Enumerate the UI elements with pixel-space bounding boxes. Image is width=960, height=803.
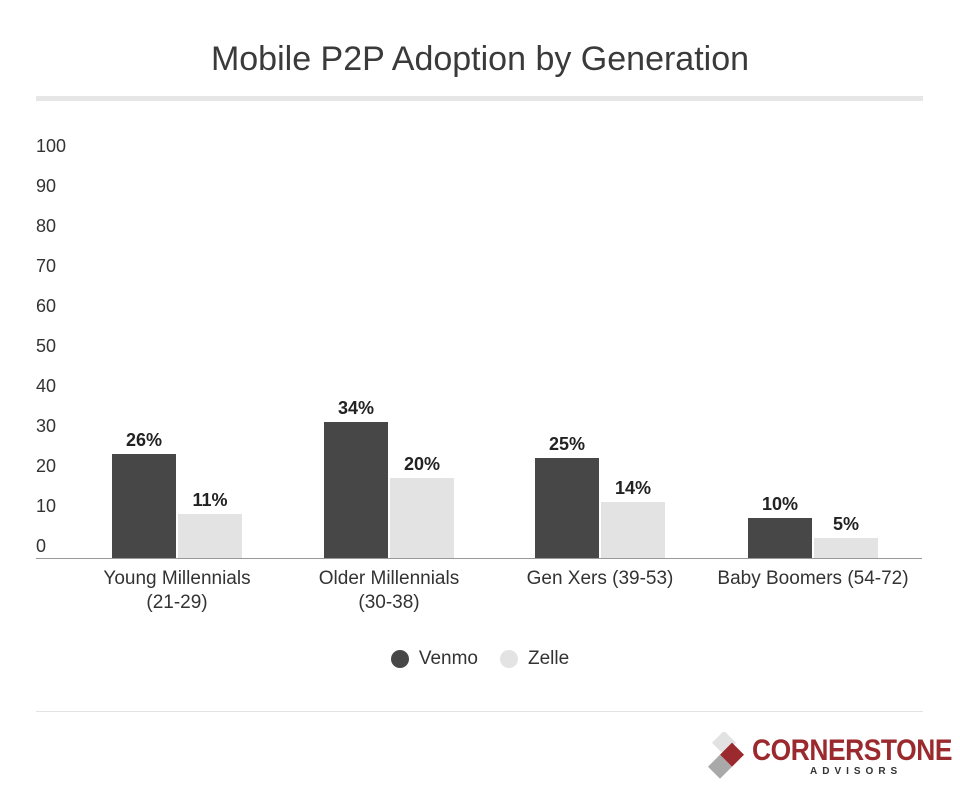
bar-zelle	[178, 514, 242, 558]
x-tick-label: Older Millennials	[319, 568, 459, 589]
data-label: 26%	[126, 430, 162, 450]
bar-venmo	[112, 454, 176, 558]
logo-sub: ADVISORS	[810, 766, 903, 777]
logo-brand: CORNERSTONE	[752, 734, 953, 767]
x-tick-label: Young Millennials	[103, 568, 250, 589]
bar-venmo	[535, 458, 599, 558]
bar-zelle	[814, 538, 878, 558]
data-label: 20%	[404, 454, 440, 474]
data-label: 10%	[762, 494, 798, 514]
y-tick-label: 80	[36, 216, 56, 236]
x-tick-label: (30-38)	[358, 592, 419, 613]
y-tick-label: 50	[36, 336, 56, 356]
footer-divider	[36, 711, 923, 712]
data-label: 11%	[192, 490, 227, 510]
bar-venmo	[324, 422, 388, 558]
bar-zelle	[390, 478, 454, 558]
x-tick-label: Baby Boomers (54-72)	[717, 568, 908, 589]
y-tick-label: 30	[36, 416, 56, 436]
data-label: 5%	[833, 514, 859, 534]
plot-area: 0 10 20 30 40 50 60 70 80 90 100 26% 11% Young Millen…	[36, 136, 922, 613]
data-label: 34%	[338, 398, 374, 418]
y-tick-label: 20	[36, 456, 56, 476]
legend-item-venmo[interactable]: Venmo	[390, 648, 478, 670]
legend-label: Venmo	[418, 648, 478, 669]
legend-item-zelle[interactable]: Zelle	[499, 648, 570, 670]
cornerstone-logo: CORNERSTONE ADVISORS	[702, 732, 952, 784]
chart-title: Mobile P2P Adoption by Generation	[210, 40, 750, 78]
y-tick-label: 70	[36, 256, 56, 276]
y-tick-label: 40	[36, 376, 56, 396]
bar-venmo	[748, 518, 812, 558]
x-tick-label: (21-29)	[146, 592, 207, 613]
logo-diamond-icon	[707, 732, 745, 779]
zelle-swatch	[499, 650, 518, 668]
y-tick-label: 90	[36, 176, 56, 196]
data-label: 14%	[615, 478, 651, 498]
y-tick-label: 0	[36, 536, 46, 556]
bar-zelle	[601, 502, 665, 558]
venmo-swatch	[390, 650, 409, 668]
y-tick-label: 10	[36, 496, 56, 516]
y-tick-label: 100	[36, 136, 66, 156]
legend: Venmo Zelle	[0, 648, 960, 670]
x-tick-label: Gen Xers (39-53)	[527, 568, 674, 589]
data-label: 25%	[549, 434, 585, 454]
legend-label: Zelle	[527, 648, 570, 669]
title-divider	[36, 96, 923, 101]
y-tick-label: 60	[36, 296, 56, 316]
